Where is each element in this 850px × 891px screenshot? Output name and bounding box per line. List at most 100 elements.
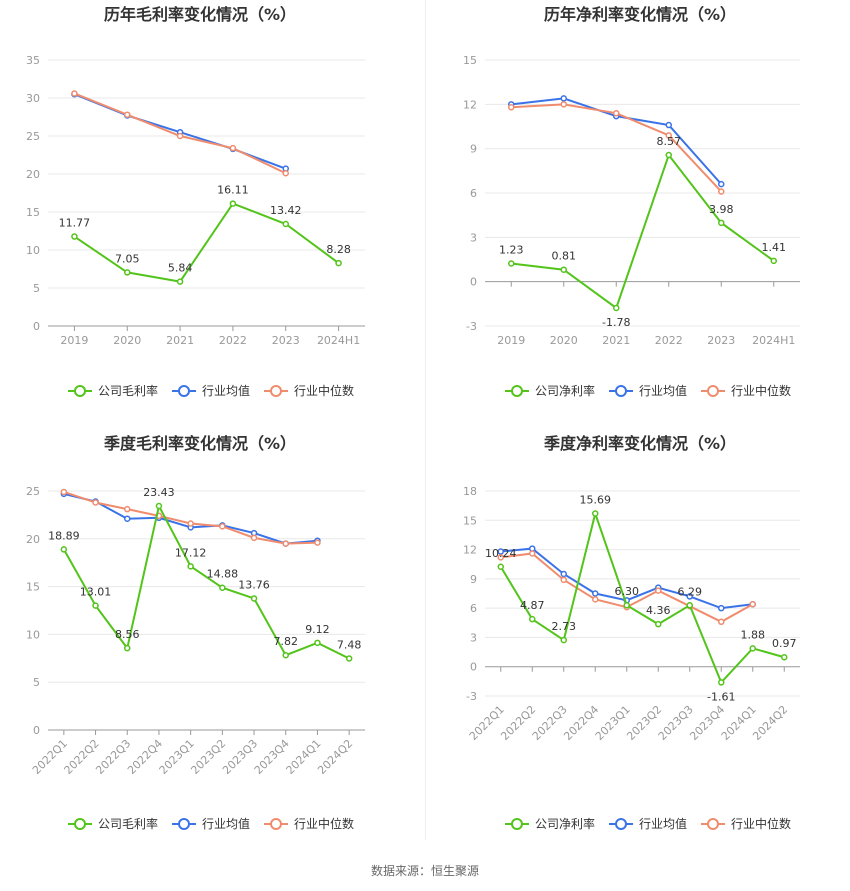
- legend-label: 行业均值: [202, 816, 250, 831]
- chart-quarterly-net-margin: 季度净利率变化情况（%） -3 0 3 6 9 12 15 18 2022Q1 2022Q2 2022…: [425, 430, 850, 860]
- legend-marker: [178, 818, 190, 830]
- data-point-industry_median: [250, 534, 258, 542]
- data-label: 16.11: [217, 184, 249, 197]
- x-tick-label: 2021: [166, 334, 194, 347]
- data-point-industry_avg: [560, 95, 567, 102]
- data-point-company: [71, 233, 78, 240]
- y-tick-label: 12: [463, 98, 477, 111]
- legend-marker: [511, 818, 523, 830]
- y-tick-label: 10: [26, 628, 40, 641]
- y-tick-label: 15: [26, 206, 40, 219]
- legend-marker: [615, 385, 627, 397]
- data-label: 10.24: [485, 547, 517, 560]
- data-label: 8.28: [326, 243, 351, 256]
- y-tick-label: 15: [26, 581, 40, 594]
- data-point-industry_median: [229, 144, 237, 152]
- data-point-industry_median: [560, 101, 567, 108]
- data-label: 15.69: [580, 494, 612, 507]
- data-label: 4.87: [520, 599, 545, 612]
- data-point-industry_avg: [718, 180, 725, 188]
- y-tick-label: 5: [33, 282, 40, 295]
- y-tick-label: 12: [463, 544, 477, 557]
- data-point-industry_median: [718, 618, 725, 626]
- data-point-industry_median: [314, 539, 321, 546]
- data-point-industry_median: [749, 600, 756, 608]
- data-point-industry_median: [497, 554, 504, 561]
- legend-label: 公司净利率: [535, 383, 595, 398]
- data-point-company: [155, 502, 163, 510]
- data-point-company: [187, 563, 194, 570]
- data-point-company: [92, 602, 99, 609]
- data-label: 13.76: [238, 578, 270, 591]
- legend-label: 行业均值: [639, 816, 687, 831]
- legend-marker: [511, 385, 523, 397]
- series-line-company: [499, 510, 785, 685]
- legend-label: 行业中位数: [294, 383, 354, 398]
- data-label: 6.29: [678, 585, 703, 598]
- legend-label: 行业中位数: [294, 816, 354, 831]
- data-point-company: [592, 510, 599, 517]
- y-tick-label: 9: [470, 573, 477, 586]
- y-tick-label: 5: [33, 676, 40, 689]
- data-point-industry_median: [508, 104, 515, 111]
- x-tick-label: 2024H1: [317, 334, 360, 347]
- data-point-industry_median: [124, 505, 131, 513]
- data-point-industry_avg: [718, 604, 725, 612]
- data-point-industry_median: [592, 596, 599, 603]
- data-label: 6.30: [615, 585, 640, 598]
- x-tick-label: 2022: [219, 334, 247, 347]
- data-point-company: [718, 219, 725, 227]
- y-tick-label: 10: [26, 244, 40, 257]
- data-point-company: [529, 615, 536, 623]
- data-label: 0.81: [552, 250, 577, 263]
- data-label: 11.77: [59, 217, 91, 230]
- data-point-company: [219, 584, 226, 591]
- legend-marker: [707, 818, 719, 830]
- data-point-industry_median: [92, 499, 99, 506]
- series-line-company: [511, 152, 775, 310]
- legend-marker: [615, 818, 627, 830]
- chart-title: 历年毛利率变化情况（%）: [104, 5, 296, 24]
- data-label: 0.97: [772, 637, 797, 650]
- data-point-company: [176, 278, 184, 285]
- data-point-company: [623, 601, 630, 609]
- legend-label: 行业均值: [639, 383, 687, 398]
- y-tick-label: 6: [470, 187, 477, 200]
- data-point-company: [60, 546, 68, 553]
- y-tick-label: 25: [26, 485, 40, 498]
- y-tick-label: 20: [26, 533, 40, 546]
- data-point-company: [250, 595, 258, 602]
- y-tick-label: 0: [33, 320, 40, 333]
- data-label: 8.56: [115, 628, 140, 641]
- panel-divider: [425, 0, 426, 840]
- x-tick-label: 2023: [272, 334, 300, 347]
- data-point-industry_median: [60, 488, 68, 496]
- data-point-company: [665, 151, 672, 159]
- data-point-industry_median: [655, 587, 662, 594]
- data-point-industry_median: [282, 540, 289, 547]
- legend-label: 公司净利率: [535, 816, 595, 831]
- y-tick-label: 0: [33, 724, 40, 737]
- series-line-industry_avg: [63, 492, 318, 545]
- data-point-industry_avg: [124, 515, 131, 522]
- x-tick-label: 2020: [550, 334, 578, 347]
- data-label: 2.73: [552, 620, 577, 633]
- chart-annual-net-margin: 历年净利率变化情况（%） -3 0 3 6 9 12 15 2019 2020 2021 2022 20…: [425, 0, 850, 430]
- data-point-industry_avg: [560, 570, 567, 578]
- legend-marker: [74, 385, 86, 397]
- chart-svg: 季度净利率变化情况（%）-303691215182022Q12022Q22022…: [463, 434, 800, 831]
- legend-marker: [707, 385, 719, 397]
- x-tick-label: 2021: [602, 334, 630, 347]
- y-tick-label: 35: [26, 54, 40, 67]
- y-tick-label: 3: [470, 631, 477, 644]
- y-tick-label: 30: [26, 92, 40, 105]
- x-tick-label: 2024Q2: [750, 703, 790, 743]
- data-label: 13.01: [80, 586, 112, 599]
- x-tick-label: 2024Q2: [315, 737, 355, 777]
- chart-svg: 历年毛利率变化情况（%） 0 5 10 15 20 25 30 35 2019 2020 2021 20…: [26, 5, 365, 398]
- legend-marker: [178, 385, 190, 397]
- data-label: -1.78: [602, 316, 630, 329]
- data-point-company: [497, 563, 504, 571]
- y-tick-label: -3: [466, 690, 477, 703]
- data-point-industry_avg: [686, 593, 693, 600]
